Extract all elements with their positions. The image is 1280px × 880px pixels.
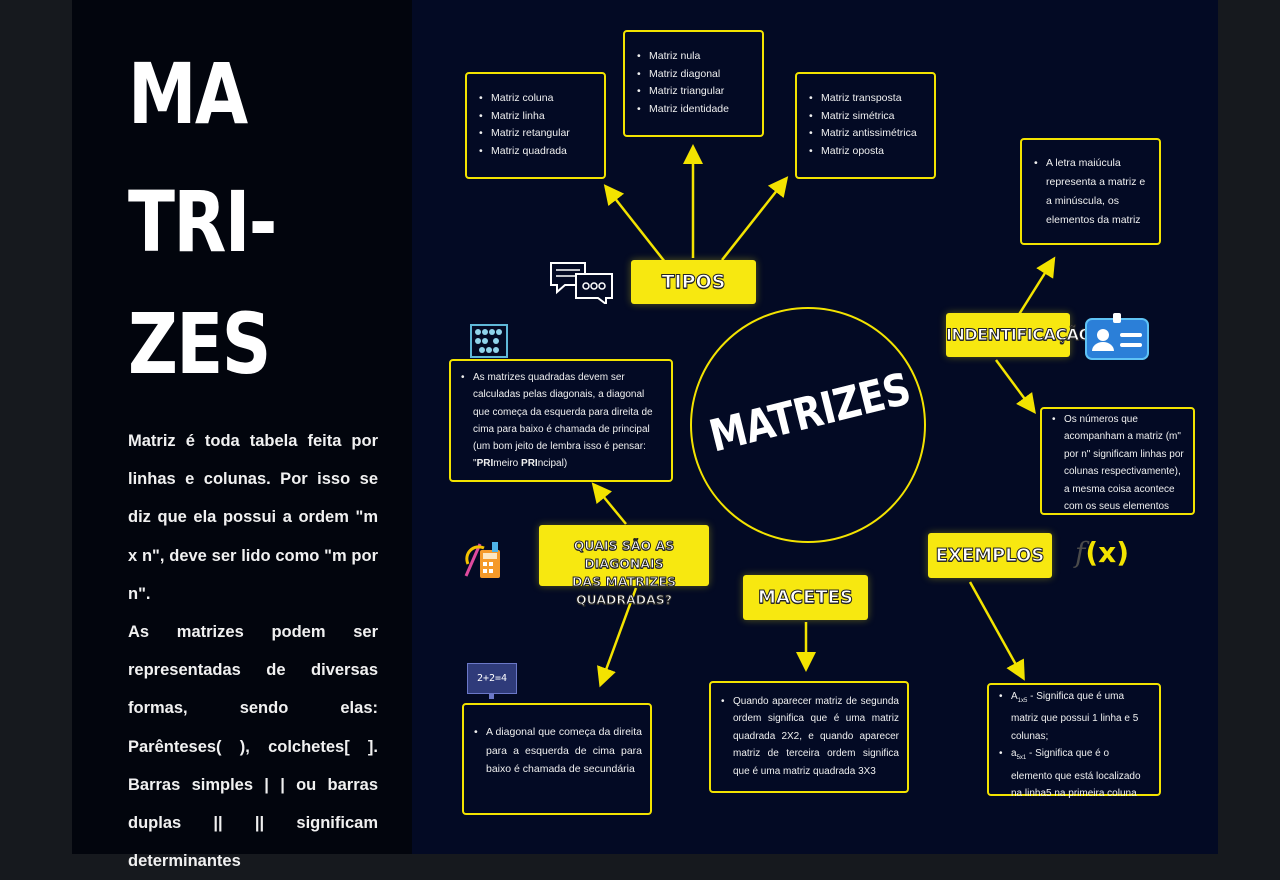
function-icon-x: (x)	[1085, 536, 1130, 569]
exemplo-2-text: - Significa que é o elemento que está lo…	[1011, 748, 1141, 800]
sidebar-description: Matriz é toda tabela feita por linhas e …	[128, 422, 378, 880]
list-item: Matriz transposta	[807, 90, 928, 108]
arrow-diag-down	[597, 587, 638, 688]
list-item: Matriz quadrada	[477, 143, 598, 161]
list-item: Matriz retangular	[477, 125, 598, 143]
calculator-tools-icon	[464, 542, 500, 578]
center-circle	[690, 307, 926, 543]
diag-principal-bold-1: PRI	[476, 458, 494, 470]
list-item: Os números que acompanham a matriz (m" p…	[1050, 411, 1187, 515]
list-item: Matriz simétrica	[807, 108, 928, 126]
arrow-ident-bottom	[994, 359, 1036, 415]
box-tipos-left: Matriz coluna Matriz linha Matriz retang…	[465, 72, 606, 179]
exemplo-2-main: a	[1011, 748, 1017, 760]
exemplo-1-sub: 1x5	[1017, 698, 1028, 704]
box-macetes: Quando aparecer matriz de segunda ordem …	[709, 681, 909, 793]
chalkboard-text: 2+2=4	[467, 663, 517, 694]
function-icon-f: f	[1075, 536, 1086, 569]
label-tipos: TIPOS	[631, 260, 756, 304]
box-diagonal-principal: As matrizes quadradas devem ser calculad…	[449, 359, 673, 482]
connector-arrows	[591, 144, 1056, 688]
label-diagonais-line-2: DAS MATRIZES QUADRADAS?	[572, 574, 677, 608]
list-item: A1x5 - Significa que é uma matriz que po…	[997, 688, 1151, 745]
sidebar-title-line-2: TRI-	[128, 173, 277, 271]
list-item: Matriz nula	[635, 48, 756, 66]
list-item: Matriz coluna	[477, 90, 598, 108]
arrow-exemplos	[968, 581, 1025, 681]
box-tipos-mid: Matriz nula Matriz diagonal Matriz trian…	[623, 30, 764, 137]
sidebar-paragraph-2: As matrizes podem ser representadas de d…	[128, 623, 378, 871]
id-card-icon	[1085, 313, 1149, 360]
list-item: As matrizes quadradas devem ser calculad…	[459, 369, 663, 473]
diag-principal-text: As matrizes quadradas devem ser calculad…	[473, 372, 653, 470]
diag-principal-mid: meiro	[493, 458, 522, 470]
list-item: A letra maiúcula representa a matriz e a…	[1032, 154, 1151, 230]
box-ident-bottom: Os números que acompanham a matriz (m" p…	[1040, 407, 1195, 515]
list-item: Quando aparecer matriz de segunda ordem …	[719, 693, 899, 780]
label-exemplos: EXEMPLOS	[928, 533, 1052, 578]
box-exemplos: A1x5 - Significa que é uma matriz que po…	[987, 683, 1161, 799]
box-ident-top: A letra maiúcula representa a matriz e a…	[1020, 138, 1161, 245]
label-macetes: MACETES	[743, 575, 868, 620]
sidebar-panel	[72, 0, 412, 854]
list-item: A diagonal que começa da direita para a …	[472, 723, 642, 779]
function-icon: f(x)	[1075, 536, 1129, 569]
exemplo-1-main: A	[1011, 691, 1018, 702]
list-item: Matriz identidade	[635, 101, 756, 119]
exemplo-1-text: - Significa que é uma matriz que possui …	[1011, 691, 1139, 742]
diag-principal-end: ncipal)	[537, 458, 568, 470]
list-item: Matriz linha	[477, 108, 598, 126]
chat-bubbles-icon	[550, 262, 613, 304]
sidebar-title-line-3: ZES	[128, 295, 271, 393]
list-item: a5x1 - Significa que é o elemento que es…	[997, 745, 1151, 802]
exemplo-2-sub: 5x1	[1016, 755, 1027, 762]
abacus-icon	[470, 324, 508, 358]
diag-principal-bold-2: PRI	[521, 458, 538, 470]
box-diagonal-secundaria: A diagonal que começa da direita para a …	[462, 703, 652, 815]
list-item: Matriz diagonal	[635, 66, 756, 84]
list-item: Matriz antissimétrica	[807, 125, 928, 143]
sidebar-paragraph-1: Matriz é toda tabela feita por linhas e …	[128, 432, 378, 603]
label-identificacao: INDENTIFICAÇÃO	[946, 313, 1093, 357]
arrow-tipos-left	[603, 184, 666, 263]
arrow-tipos-right	[721, 176, 789, 261]
label-diagonais-line-1: QUAIS SÃO AS DIAGONAIS	[573, 538, 675, 572]
box-tipos-right: Matriz transposta Matriz simétrica Matri…	[795, 72, 936, 179]
list-item: Matriz triangular	[635, 83, 756, 101]
sidebar-title-line-1: MA	[128, 45, 248, 143]
chalkboard-icon: 2+2=4	[467, 663, 517, 699]
list-item: Matriz oposta	[807, 143, 928, 161]
arrow-ident-top	[1016, 256, 1056, 317]
label-diagonais: QUAIS SÃO AS DIAGONAIS DAS MATRIZES QUAD…	[539, 525, 709, 608]
arrow-diag-up	[591, 482, 627, 525]
